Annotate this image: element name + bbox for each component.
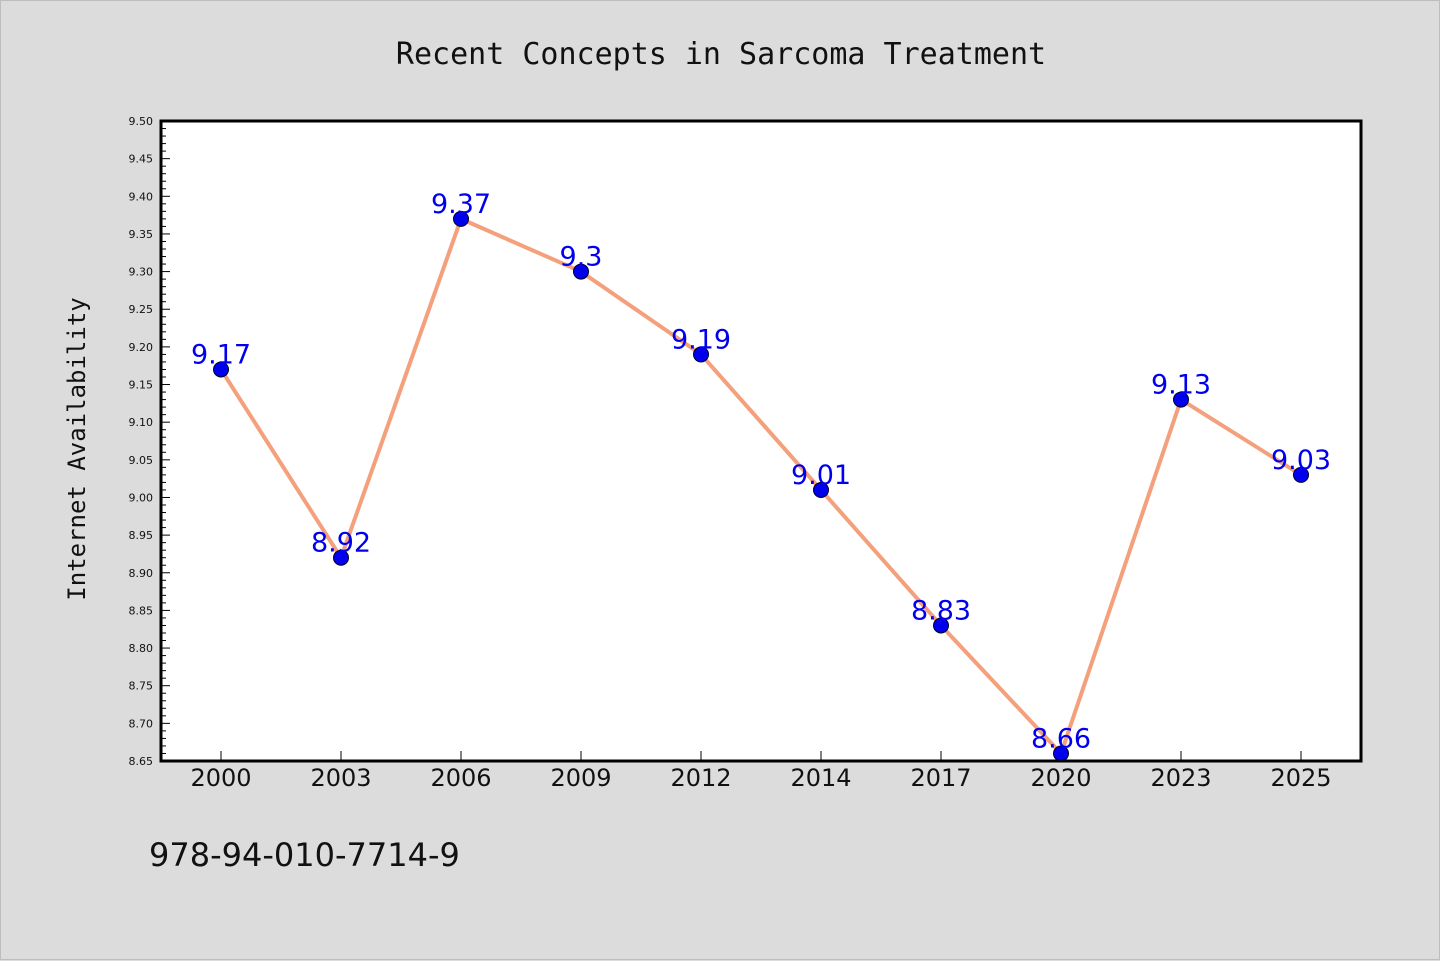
plot-area xyxy=(161,121,1361,761)
y-tick-label: 8.85 xyxy=(129,604,154,617)
data-point xyxy=(1173,391,1189,408)
data-label: 9.37 xyxy=(431,189,491,220)
y-tick-label: 8.65 xyxy=(129,755,154,768)
y-tick-label: 9.00 xyxy=(129,491,154,504)
series-line xyxy=(219,216,1303,756)
data-point xyxy=(333,549,349,566)
data-point xyxy=(1293,466,1309,483)
x-tick-label: 2014 xyxy=(790,764,851,792)
data-label: 8.83 xyxy=(911,595,971,626)
data-label: 8.66 xyxy=(1031,723,1091,754)
y-tick-label: 8.95 xyxy=(129,529,154,542)
y-tick-label: 8.90 xyxy=(129,567,154,580)
series-layer: 9.17 8.92 9.37 9.3 9.19 9.01 8.83 8.66 9.13 9.03 xyxy=(191,189,1331,762)
data-point xyxy=(813,481,829,498)
data-label: 9.01 xyxy=(791,460,851,491)
y-tick-label: 9.25 xyxy=(129,303,154,316)
y-tick-label: 8.70 xyxy=(129,717,154,730)
data-label: 9.13 xyxy=(1151,370,1211,401)
y-tick-label: 9.20 xyxy=(129,341,154,354)
y-tick-label: 9.35 xyxy=(129,228,154,241)
x-tick-label: 2017 xyxy=(910,764,971,792)
plot-frame xyxy=(159,119,1363,763)
data-label: 9.3 xyxy=(560,242,603,273)
y-tick-label: 9.40 xyxy=(129,190,154,203)
y-tick-label: 9.30 xyxy=(129,266,154,279)
data-label: 9.17 xyxy=(191,339,251,370)
chart-title: Recent Concepts in Sarcoma Treatment xyxy=(396,37,1046,72)
x-tick-label: 2009 xyxy=(550,764,611,792)
data-point xyxy=(693,346,709,363)
data-point xyxy=(573,263,589,280)
x-tick-label: 2012 xyxy=(670,764,731,792)
x-tick-label: 2003 xyxy=(310,764,371,792)
isbn-text: 978-94-010-7714-9 xyxy=(149,836,460,874)
y-tick-label: 9.50 xyxy=(129,115,154,128)
y-tick-label: 8.80 xyxy=(129,642,154,655)
data-label: 9.19 xyxy=(671,324,731,355)
x-axis-ticks: 2000 2003 2006 2009 2012 2014 2017 2020 2023 2025 xyxy=(190,751,1332,792)
y-tick-label: 9.15 xyxy=(129,379,154,392)
y-tick-label: 9.45 xyxy=(129,153,154,166)
y-tick-label: 9.05 xyxy=(129,454,154,467)
x-tick-label: 2020 xyxy=(1030,764,1091,792)
data-point xyxy=(933,617,949,634)
x-tick-label: 2006 xyxy=(430,764,491,792)
data-label: 9.03 xyxy=(1271,445,1331,476)
x-tick-label: 2000 xyxy=(190,764,251,792)
x-tick-label: 2025 xyxy=(1270,764,1331,792)
y-axis-label: Internet Availability xyxy=(63,297,91,600)
x-tick-label: 2023 xyxy=(1150,764,1211,792)
y-tick-label: 8.75 xyxy=(129,680,154,693)
y-tick-label: 9.10 xyxy=(129,416,154,429)
data-point xyxy=(213,361,229,378)
data-point xyxy=(453,210,469,227)
data-label: 8.92 xyxy=(311,528,371,559)
